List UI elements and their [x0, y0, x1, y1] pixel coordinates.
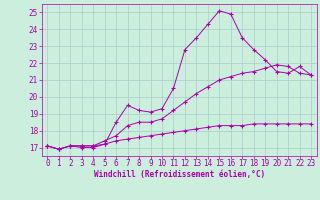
X-axis label: Windchill (Refroidissement éolien,°C): Windchill (Refroidissement éolien,°C)	[94, 170, 265, 179]
